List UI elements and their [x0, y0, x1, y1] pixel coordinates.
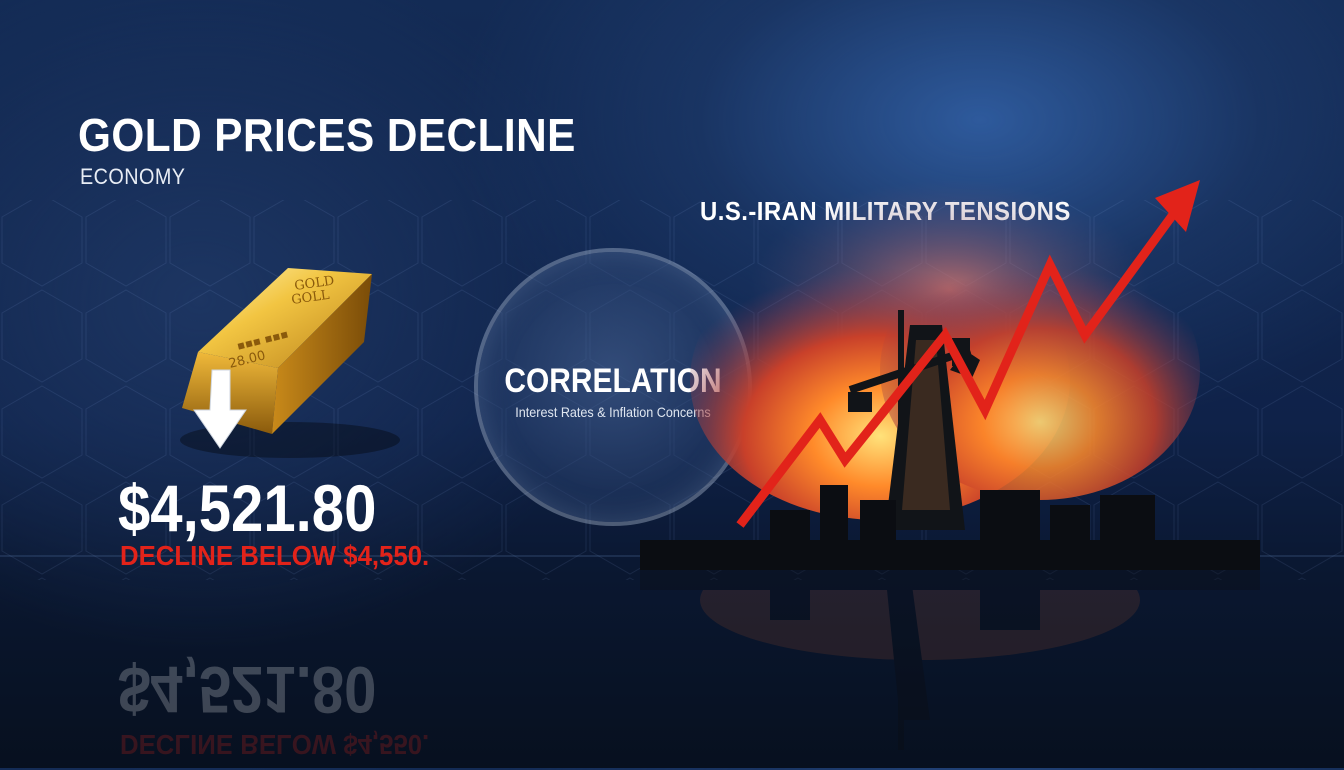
arrow-down-icon [193, 369, 247, 449]
skyline-silhouette [640, 485, 1260, 570]
decline-note: DECLINE BELOW $4,550. [120, 540, 430, 571]
arrow-head-icon [1155, 180, 1200, 232]
category-label: ECONOMY [80, 164, 186, 189]
trend-up-arrow [736, 202, 1184, 528]
price-value: $4,521.80 [118, 471, 377, 545]
scene-reflection [640, 570, 1260, 750]
gold-bar-illustration: GOLD GOLL ▪▪▪ ▪▪▪ 28.00 [150, 250, 420, 470]
gold-bar-engraving: GOLD [293, 274, 335, 294]
svg-text:GOLL: GOLL [290, 288, 330, 308]
oil-rig-fire-scene [640, 180, 1260, 570]
headline-title: GOLD PRICES DECLINE [78, 109, 576, 161]
correlation-subtitle: Interest Rates & Inflation Concerns [515, 404, 711, 420]
correlation-title: CORRELATION [504, 362, 722, 400]
